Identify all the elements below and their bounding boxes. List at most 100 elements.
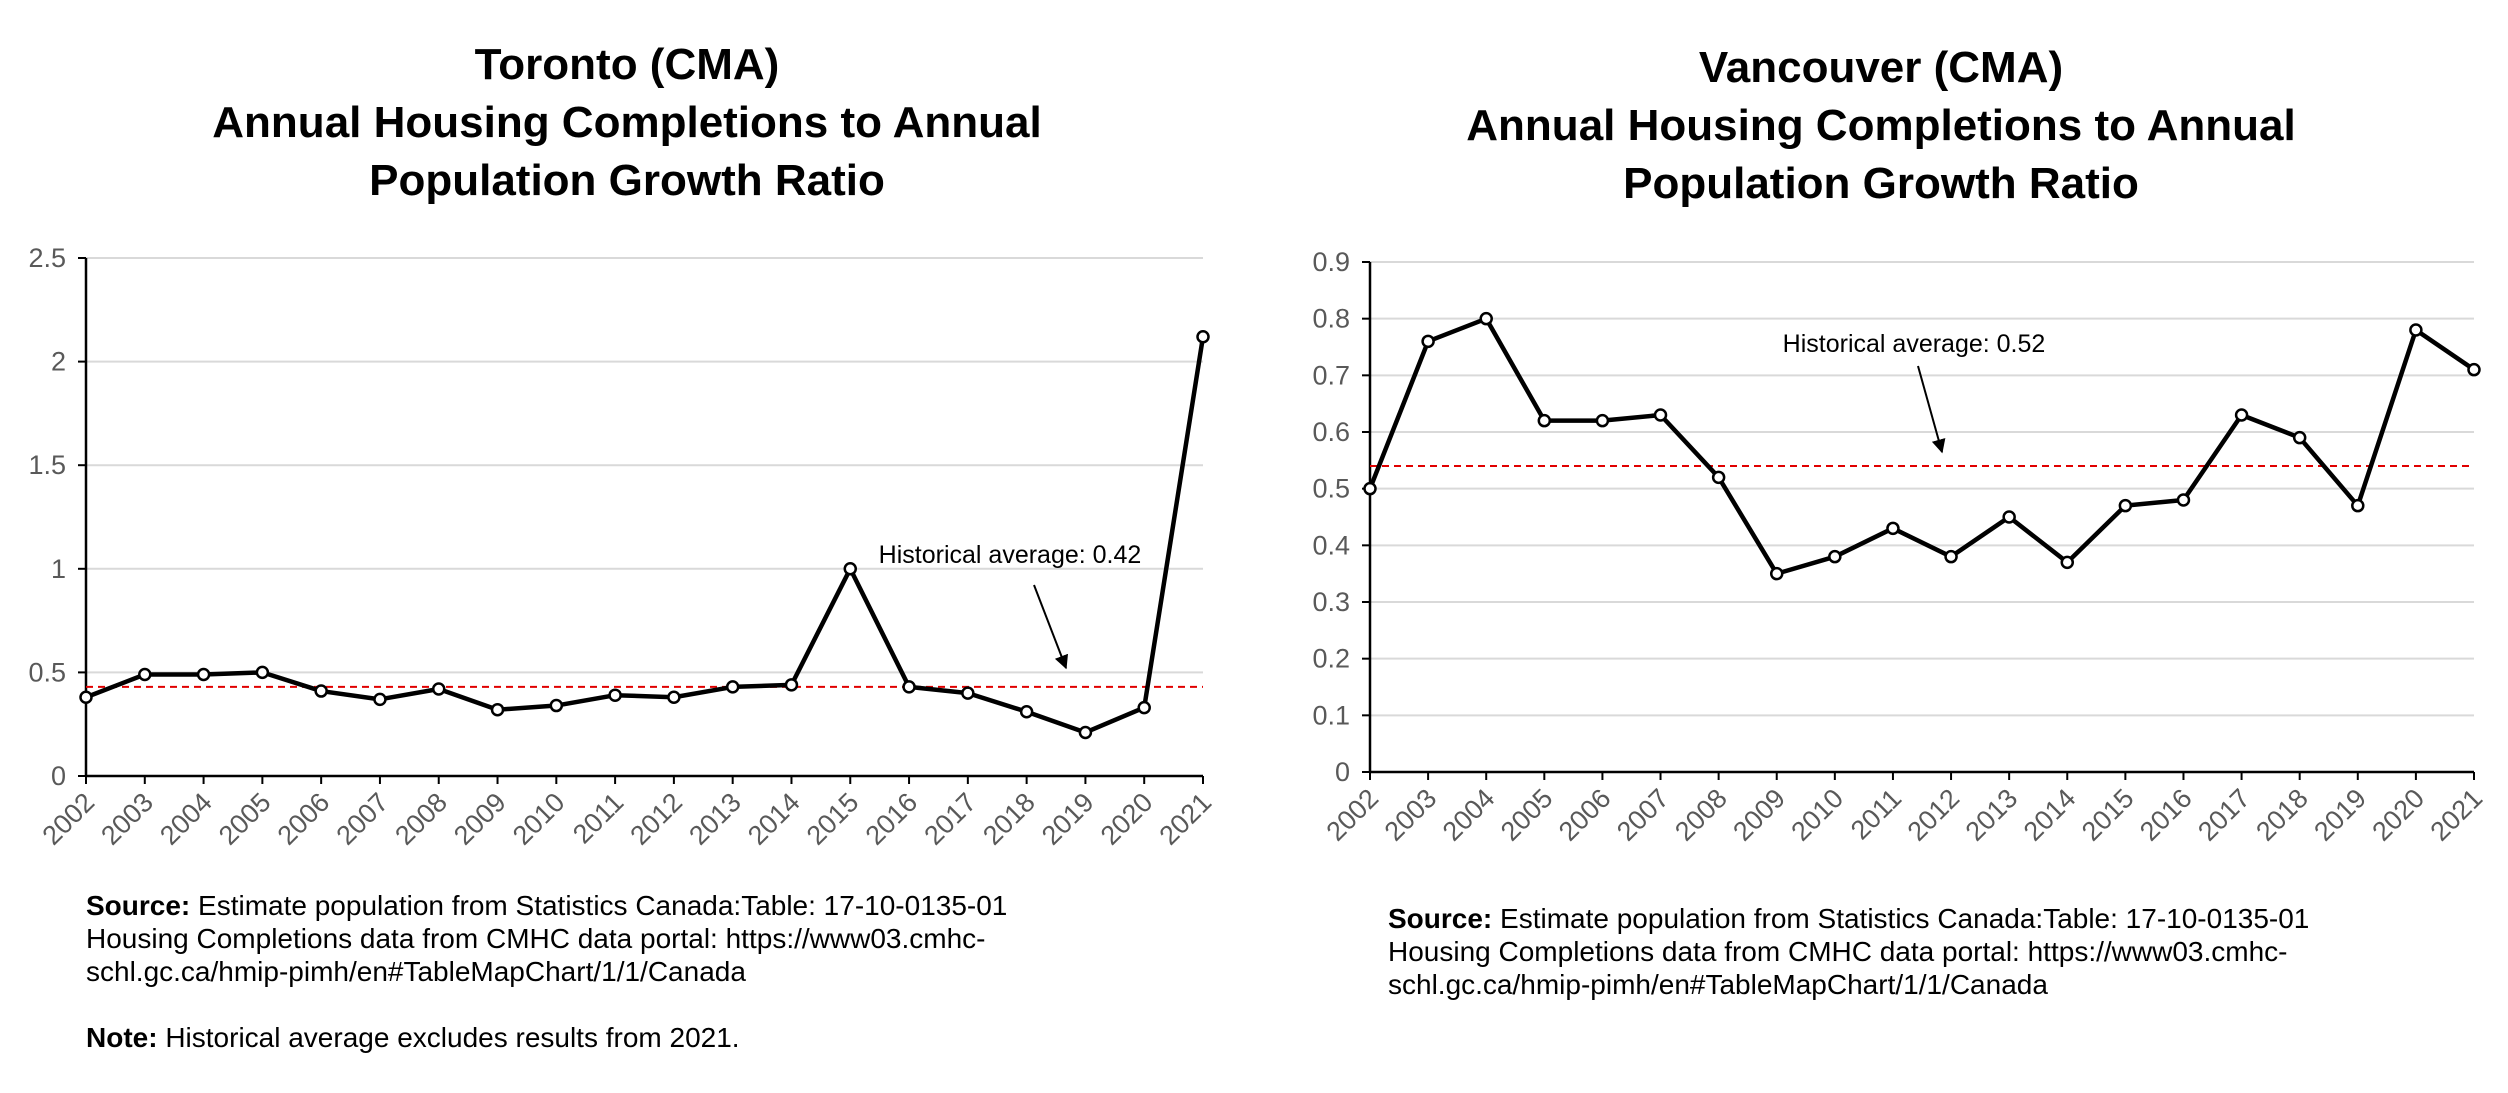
- toronto-line-chart: 0 0.5 1 1.5 2 2.5 2002200320042005200620072008…: [28, 243, 1218, 851]
- vancouver-source-note: Source: Estimate population from Statist…: [1388, 902, 2309, 1001]
- x-tick-label: 2006: [272, 787, 336, 851]
- x-tick-label: 2016: [860, 787, 924, 851]
- x-tick-label: 2011: [567, 787, 629, 849]
- average-annotation: Historical average: 0.52: [1783, 330, 2046, 358]
- x-tick-label: 2018: [2250, 783, 2314, 847]
- note-line: Note: Historical average excludes result…: [86, 1021, 1007, 1054]
- data-point: [1711, 470, 1726, 485]
- data-point: [2467, 362, 2481, 377]
- source-line-3: schl.gc.ca/hmip-pimh/en#TableMapChart/1/…: [86, 956, 746, 987]
- x-tick-label: 2008: [1669, 783, 1733, 847]
- data-point: [608, 688, 622, 702]
- y-tick-label: 1: [51, 554, 66, 584]
- x-tick-label: 2007: [1611, 783, 1675, 847]
- data-point: [1886, 521, 1900, 536]
- source-label: Source:: [1388, 903, 1493, 934]
- y-tick-label: 2.5: [28, 243, 66, 273]
- data-point: [784, 678, 799, 692]
- source-text: Estimate population from Statistics Cana…: [198, 890, 1008, 921]
- title-line: Annual Housing Completions to Annual: [1466, 101, 2296, 150]
- x-tick-label: 2018: [977, 787, 1041, 851]
- x-tick-label: 2004: [1437, 783, 1501, 847]
- x-tick-label: 2019: [2308, 783, 2372, 847]
- x-tick-label: 2015: [2076, 783, 2140, 847]
- note-text: Historical average excludes results from…: [165, 1022, 740, 1053]
- data-point: [1769, 566, 1784, 581]
- y-tick-label: 0.2: [1312, 644, 1350, 674]
- data-point: [196, 667, 211, 682]
- y-tick-label: 0.9: [1312, 247, 1350, 277]
- x-tick-label: 2008: [389, 787, 453, 851]
- data-point: [138, 667, 152, 682]
- vancouver-line-chart: 0 0.1 0.2 0.3 0.4 0.5 0.6 0.7 0.8 0.9 200220032004…: [1312, 247, 2489, 847]
- x-tick-label: 2013: [1960, 783, 2024, 847]
- x-tick-label: 2014: [742, 787, 806, 851]
- source-line-1: Source: Estimate population from Statist…: [86, 889, 1007, 922]
- x-tick-label: 2009: [1727, 783, 1791, 847]
- data-point: [1019, 705, 1034, 719]
- data-point: [1137, 700, 1151, 715]
- vancouver-chart-panel: Vancouver (CMA) Annual Housing Completio…: [1254, 0, 2508, 1093]
- data-point: [961, 686, 975, 700]
- data-point: [314, 684, 328, 698]
- y-tick-label: 0.7: [1312, 360, 1350, 390]
- data-point: [902, 680, 916, 694]
- x-tick-label: 2005: [1495, 783, 1559, 847]
- y-tick-label: 1.5: [28, 450, 66, 480]
- x-tick-label: 2004: [154, 787, 218, 851]
- x-tick-label: 2011: [1845, 783, 1907, 845]
- data-point: [1078, 725, 1093, 740]
- source-line-2: Housing Completions data from CMHC data …: [86, 923, 986, 954]
- toronto-chart-panel: Toronto (CMA) Annual Housing Completions…: [0, 36, 1254, 1054]
- source-label: Source:: [86, 890, 191, 921]
- data-point: [1653, 408, 1668, 422]
- title-line: Population Growth Ratio: [369, 156, 885, 205]
- x-tick-label: 2010: [507, 787, 571, 851]
- x-tick-label: 2012: [1902, 783, 1966, 847]
- y-tick-label: 0.8: [1312, 304, 1350, 334]
- data-point: [490, 702, 505, 717]
- data-point: [2292, 430, 2307, 445]
- y-tick-label: 2: [51, 347, 66, 377]
- x-tick-label: 2010: [1785, 783, 1849, 847]
- x-tick-label: 2015: [801, 787, 865, 851]
- data-point: [2234, 408, 2249, 422]
- annotation-arrow: [1917, 365, 1946, 454]
- x-tick-label: 2006: [1553, 783, 1617, 847]
- source-line-2: Housing Completions data from CMHC data …: [1388, 936, 2288, 967]
- data-point: [667, 690, 681, 705]
- data-point: [843, 562, 858, 576]
- x-tick-label: 2002: [1321, 783, 1385, 847]
- y-tick-label: 0.1: [1312, 700, 1350, 730]
- annotation-arrow: [1033, 584, 1068, 670]
- y-tick-label: 0.5: [28, 657, 66, 687]
- y-tick-label: 0: [51, 761, 66, 791]
- average-annotation: Historical average: 0.42: [879, 541, 1142, 569]
- y-tick-label: 0.4: [1312, 530, 1350, 560]
- data-point: [373, 692, 387, 707]
- note-label: Note:: [86, 1022, 158, 1053]
- x-tick-label: 2003: [95, 787, 159, 851]
- x-tick-label: 2020: [1095, 787, 1159, 851]
- x-tick-label: 2009: [448, 787, 512, 851]
- series-line: [1367, 316, 2476, 576]
- x-tick-label: 2005: [213, 787, 277, 851]
- data-point: [1196, 329, 1210, 344]
- data-point: [2176, 493, 2191, 507]
- data-point: [1537, 413, 1552, 428]
- data-point: [2118, 498, 2133, 513]
- x-tick-label: 2021: [1154, 787, 1218, 851]
- x-tick-label: 2021: [2425, 783, 2489, 847]
- y-tick-label: 0.5: [1312, 474, 1350, 504]
- x-tick-label: 2002: [37, 787, 101, 851]
- series-line: [85, 336, 1206, 735]
- data-point: [1479, 311, 1493, 326]
- data-point: [1363, 481, 1377, 496]
- title-line: Toronto (CMA): [474, 40, 780, 89]
- x-tick-label: 2014: [2018, 783, 2082, 847]
- x-tick-label: 2007: [330, 787, 394, 851]
- toronto-chart-title: Toronto (CMA) Annual Housing Completions…: [0, 36, 1254, 210]
- x-tick-label: 2019: [1036, 787, 1100, 851]
- x-tick-label: 2020: [2366, 783, 2430, 847]
- data-point: [2409, 323, 2423, 337]
